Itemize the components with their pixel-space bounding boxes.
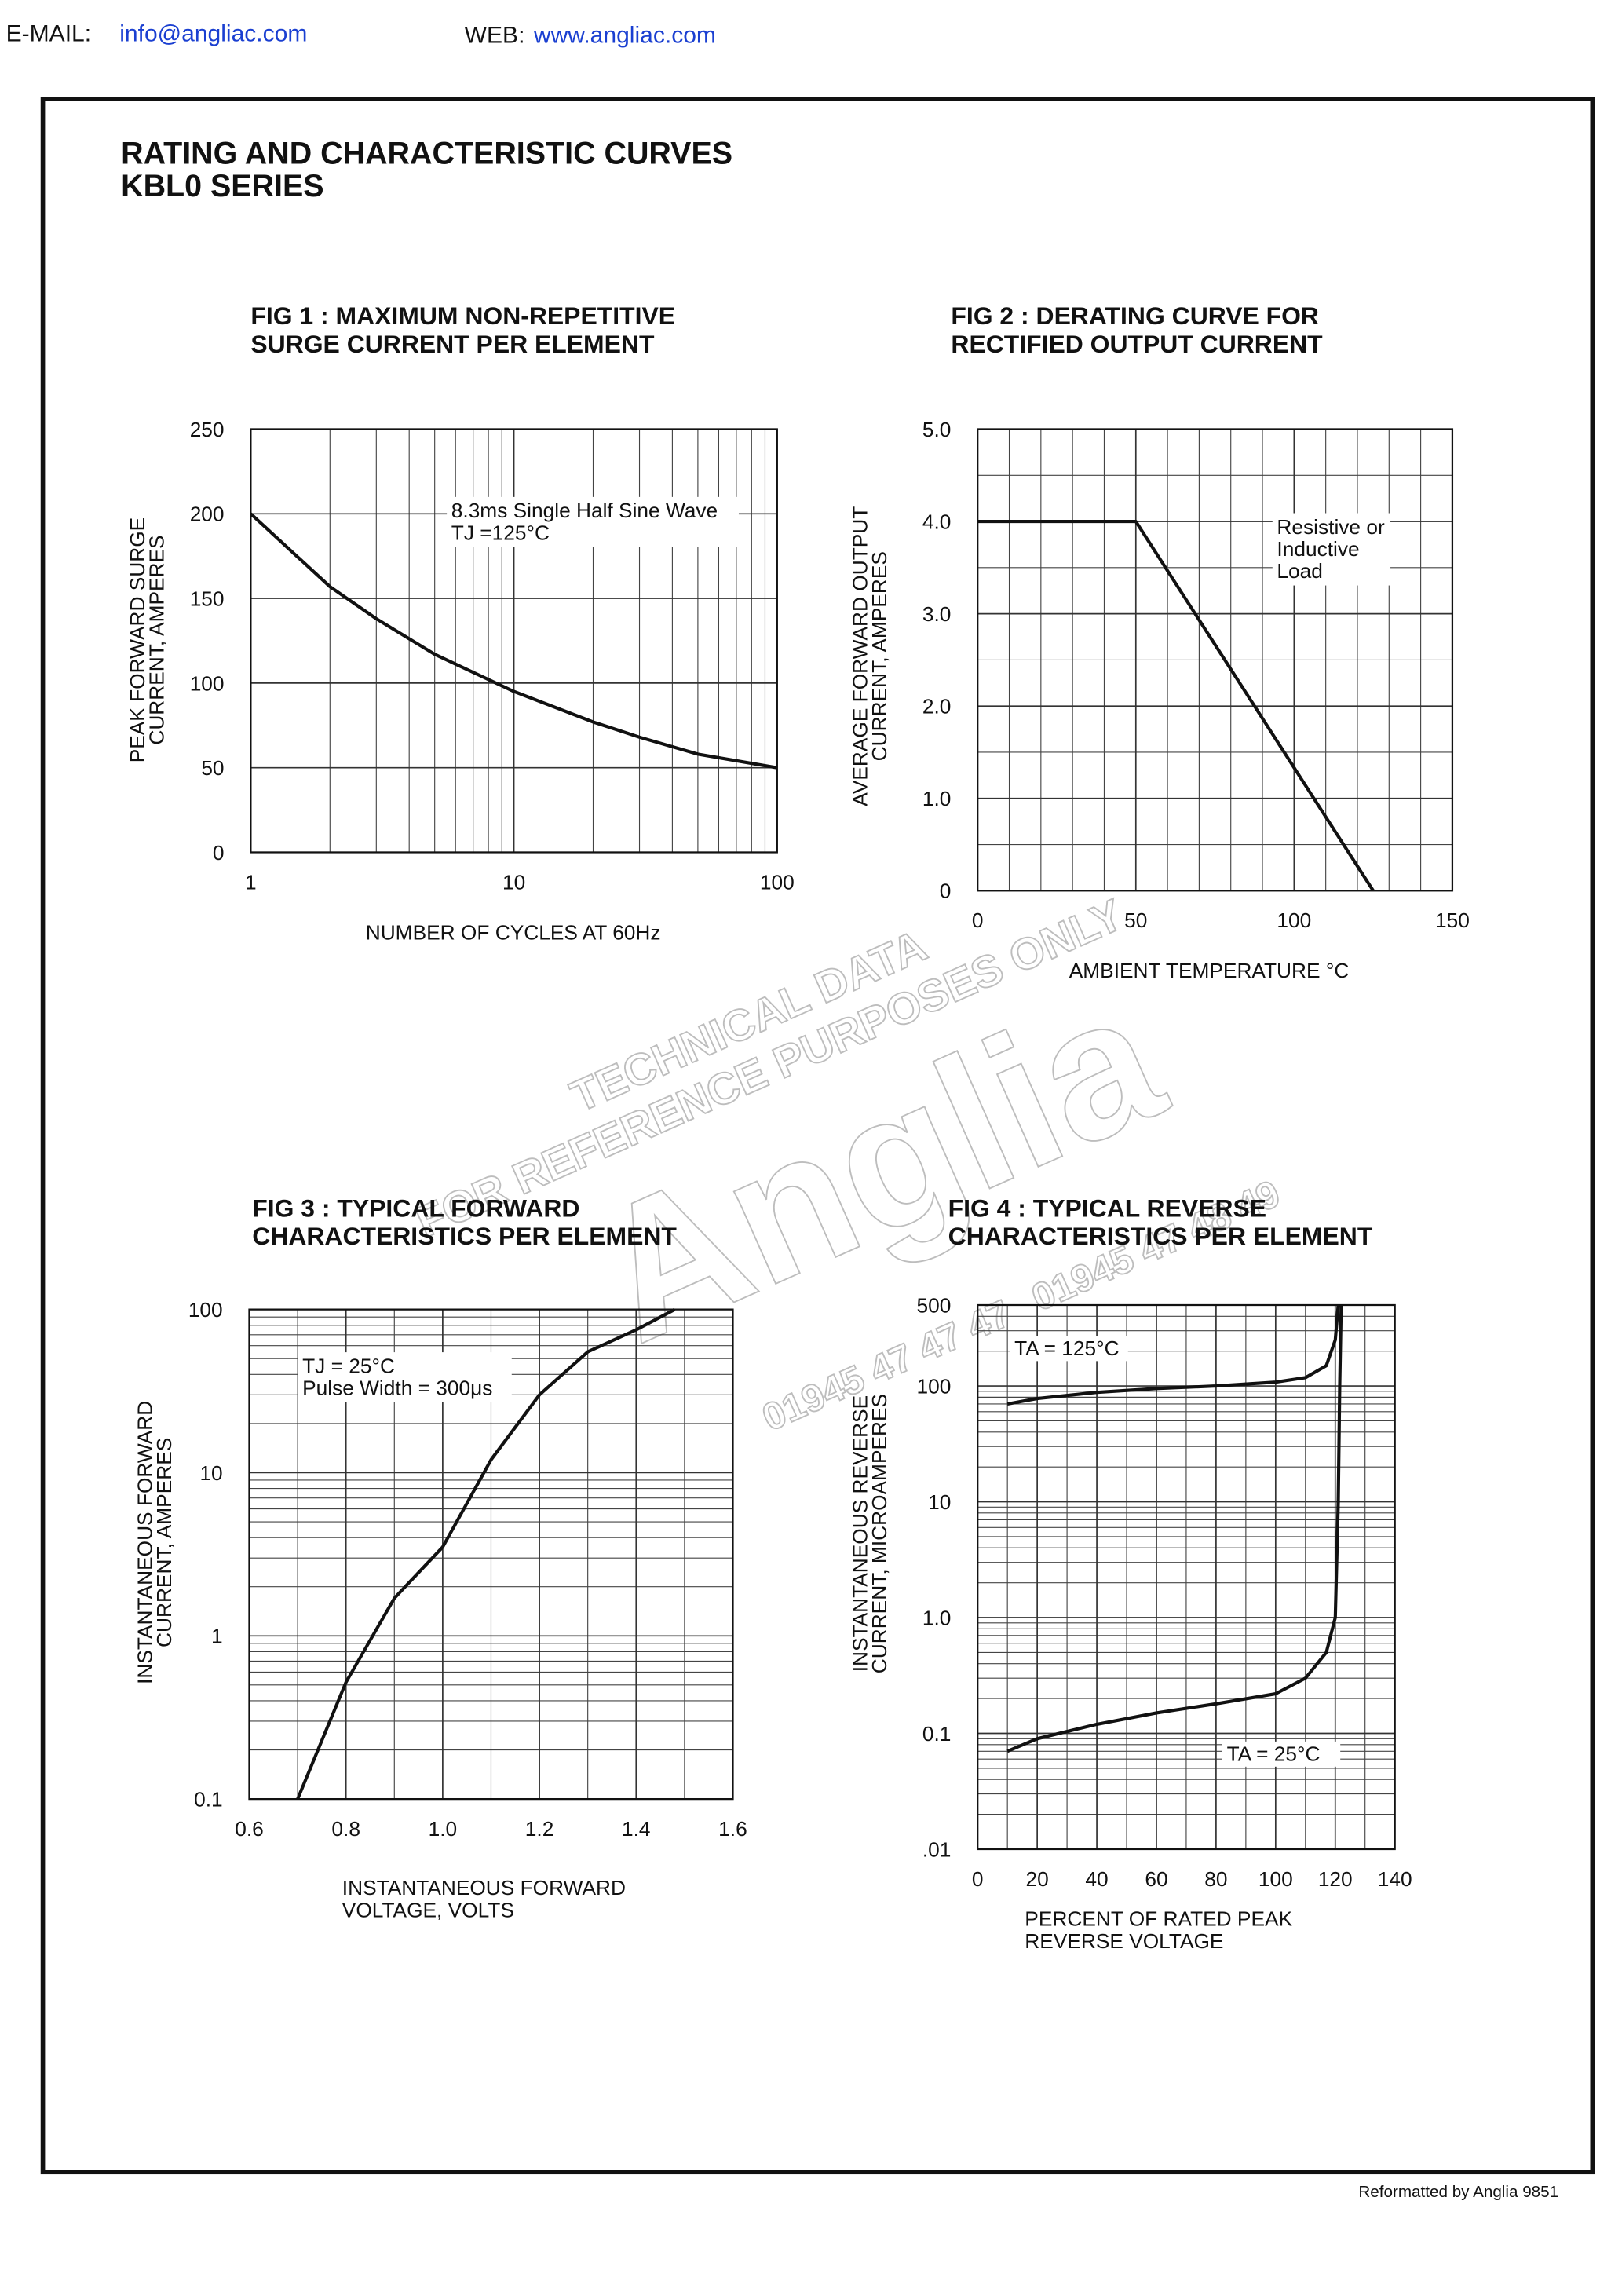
y-tick-label: 0.1 [194, 1788, 223, 1812]
y-axis-label: CURRENT, AMPERES [868, 551, 891, 761]
x-tick-label: 20 [1026, 1867, 1049, 1891]
y-tick-label: 5.0 [922, 418, 952, 441]
plot-frame [977, 428, 1454, 892]
x-tick-label: 120 [1318, 1867, 1353, 1891]
chart-title: FIG 3 : TYPICAL FORWARD [252, 1194, 579, 1222]
chart-title: SURGE CURRENT PER ELEMENT [250, 330, 655, 358]
x-tick-label: 100 [1277, 909, 1311, 932]
y-axis-label: INSTANTANEOUS FORWARD [133, 1401, 157, 1684]
y-tick-label: 100 [188, 1298, 223, 1322]
x-tick-label: 60 [1145, 1867, 1167, 1891]
x-tick-label: 100 [760, 870, 795, 894]
y-axis-label: PEAK FORWARD SURGE [126, 517, 149, 763]
annotation-bg [1272, 513, 1391, 586]
y-tick-label: 500 [917, 1293, 952, 1317]
data-line [1006, 1304, 1340, 1406]
y-tick-label: 1.0 [922, 787, 952, 810]
email-link[interactable]: info@angliac.com [119, 21, 307, 47]
heading: KBL0 SERIES [121, 169, 324, 203]
y-axis-label: CURRENT, AMPERES [152, 1438, 176, 1647]
y-tick-label: 50 [201, 756, 224, 780]
data-line [1006, 1304, 1343, 1753]
x-axis-label: PERCENT OF RATED PEAK [1025, 1907, 1292, 1931]
plot-frame [977, 1303, 1396, 1851]
y-tick-label: 100 [190, 671, 225, 695]
x-tick-label: 1.4 [622, 1817, 651, 1841]
x-tick-label: 0.6 [235, 1817, 264, 1841]
annotation: TJ = 25°C [302, 1354, 395, 1377]
legend-bg [1010, 1336, 1128, 1362]
plot-frame [248, 1308, 734, 1801]
data-line [249, 512, 778, 770]
y-tick-label: 2.0 [922, 695, 952, 718]
x-tick-label: 0 [972, 1867, 984, 1891]
heading: RATING AND CHARACTERISTIC CURVES [121, 136, 732, 170]
y-tick-label: 0 [213, 841, 225, 865]
annotation: Inductive [1277, 537, 1359, 561]
x-tick-label: 10 [502, 870, 525, 894]
y-axis-label: AVERAGE FORWARD OUTPUT [848, 506, 871, 806]
y-tick-label: 0.1 [922, 1722, 952, 1746]
x-axis-label: INSTANTANEOUS FORWARD [342, 1876, 626, 1899]
annotation: Resistive or [1277, 515, 1385, 539]
email-label: E-MAIL: [6, 21, 91, 47]
chart-title: RECTIFIED OUTPUT CURRENT [951, 330, 1323, 358]
legend-bg [1222, 1741, 1341, 1767]
y-axis-label: INSTANTANEOUS REVERSE [848, 1395, 871, 1672]
x-tick-label: 150 [1435, 909, 1470, 932]
x-tick-label: 140 [1378, 1867, 1412, 1891]
x-tick-label: 0.8 [331, 1817, 360, 1841]
y-tick-label: 200 [190, 503, 225, 526]
page-frame [40, 97, 1595, 2175]
chart-title: FIG 1 : MAXIMUM NON-REPETITIVE [250, 302, 675, 330]
data-line [977, 519, 1375, 892]
x-axis-label: VOLTAGE, VOLTS [342, 1898, 514, 1921]
chart-title: FIG 2 : DERATING CURVE FOR [951, 302, 1319, 330]
y-tick-label: 0 [940, 879, 952, 903]
annotation-bg [447, 496, 739, 547]
footer: Reformatted by Anglia 9851 [1358, 2183, 1558, 2201]
x-tick-label: 1.6 [718, 1817, 747, 1841]
series-label: TA = 25°C [1227, 1742, 1321, 1765]
web-link[interactable]: www.angliac.com [533, 22, 716, 48]
y-tick-label: 250 [190, 418, 225, 441]
y-tick-label: 1 [211, 1625, 223, 1648]
annotation: Load [1277, 559, 1322, 583]
y-axis-label: CURRENT, AMPERES [145, 535, 169, 744]
x-tick-label: 1.2 [525, 1817, 554, 1841]
y-tick-label: 10 [928, 1490, 951, 1514]
chart-title: FIG 4 : TYPICAL REVERSE [948, 1194, 1266, 1222]
x-tick-label: 100 [1259, 1867, 1293, 1891]
x-tick-label: 80 [1204, 1867, 1227, 1891]
chart-title: CHARACTERISTICS PER ELEMENT [948, 1222, 1373, 1250]
y-tick-label: .01 [922, 1837, 952, 1861]
x-axis-label: NUMBER OF CYCLES AT 60Hz [366, 920, 661, 944]
annotation-bg [298, 1352, 512, 1402]
plot-frame [250, 428, 778, 854]
y-tick-label: 4.0 [922, 510, 952, 533]
y-tick-label: 3.0 [922, 602, 952, 626]
annotation: TJ =125°C [451, 521, 550, 544]
annotation: Pulse Width = 300μs [302, 1377, 492, 1400]
annotation: 8.3ms Single Half Sine Wave [451, 499, 718, 522]
series-label: TA = 125°C [1014, 1336, 1119, 1360]
y-axis-label: CURRENT, MICROAMPERES [868, 1394, 891, 1673]
x-tick-label: 40 [1085, 1867, 1108, 1891]
x-tick-label: 1 [245, 870, 257, 894]
x-tick-label: 50 [1124, 909, 1147, 932]
y-tick-label: 150 [190, 587, 225, 610]
y-tick-label: 1.0 [922, 1606, 952, 1629]
x-axis-label: AMBIENT TEMPERATURE °C [1069, 959, 1350, 982]
data-line [296, 1307, 676, 1800]
y-tick-label: 100 [917, 1374, 952, 1398]
x-axis-label: REVERSE VOLTAGE [1025, 1929, 1223, 1953]
y-tick-label: 10 [199, 1461, 222, 1485]
chart-title: CHARACTERISTICS PER ELEMENT [252, 1222, 677, 1250]
x-tick-label: 0 [972, 909, 984, 932]
web-label: WEB: [465, 22, 525, 48]
x-tick-label: 1.0 [429, 1817, 458, 1841]
